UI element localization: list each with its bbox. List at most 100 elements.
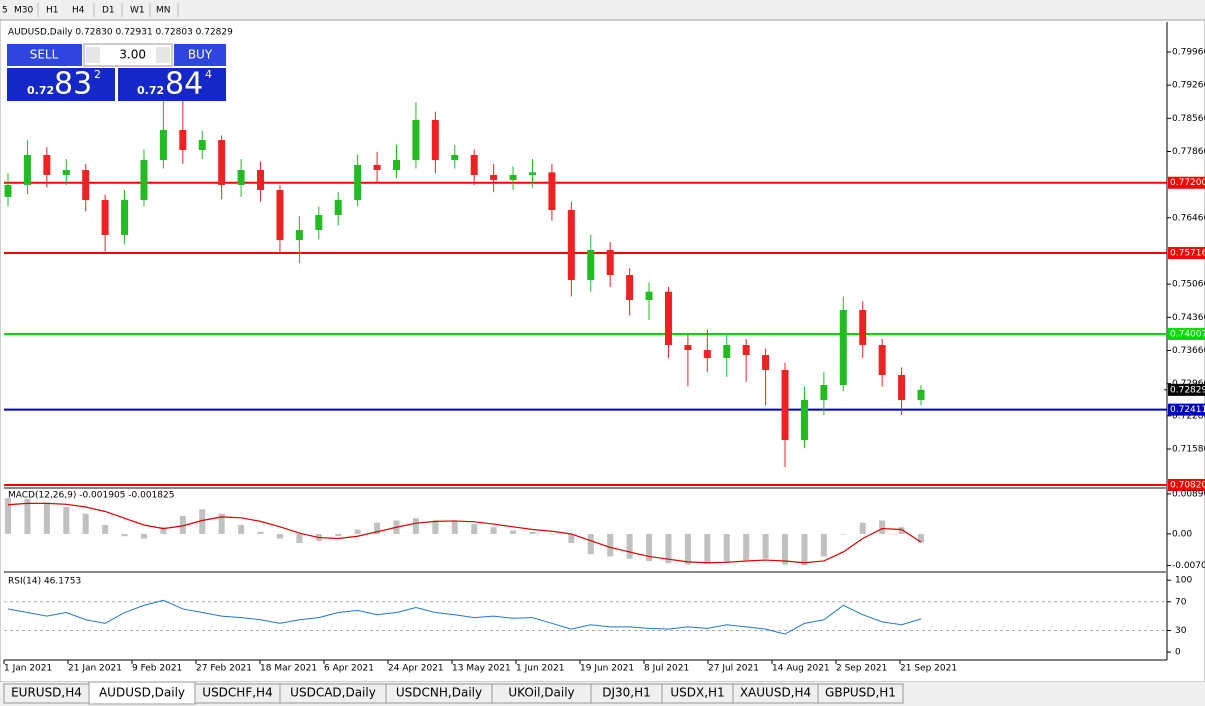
level-label-box	[1168, 247, 1205, 260]
candle-body	[276, 189, 284, 240]
macd-bar	[607, 533, 614, 557]
x-tick-label: 21 Jan 2021	[68, 664, 122, 674]
symbol-tab-label: XAUUSD,H4	[740, 686, 811, 700]
x-tick-label: 1 Jan 2021	[4, 664, 52, 674]
candle-body	[218, 140, 226, 185]
candle-body	[820, 384, 828, 401]
x-tick-label: 27 Feb 2021	[196, 664, 252, 674]
rsi-title: RSI(14) 46.1753	[8, 577, 81, 587]
chart-window	[0, 19, 1205, 683]
candle-body	[101, 199, 109, 236]
candle-body	[354, 164, 362, 200]
buy-button[interactable]	[174, 44, 226, 66]
lots-field[interactable]	[83, 43, 173, 67]
candle-body	[626, 274, 634, 301]
macd-bar	[5, 497, 11, 534]
macd-bar	[548, 533, 555, 535]
macd-bar	[820, 533, 827, 557]
macd-bar	[43, 502, 50, 534]
lots-up[interactable]	[156, 47, 170, 63]
timeframe-button[interactable]: D1	[102, 6, 115, 16]
symbol-tab-label: USDCAD,Daily	[290, 686, 376, 700]
macd-title: MACD(12,26,9) -0.001905 -0.001825	[8, 491, 174, 501]
macd-bar	[490, 527, 497, 534]
macd-bar	[898, 527, 905, 534]
ask-box[interactable]	[118, 68, 226, 101]
ask-small: 4	[205, 68, 212, 81]
candle-body	[140, 160, 148, 200]
candle-body	[606, 249, 614, 275]
lots-down[interactable]	[86, 47, 100, 63]
macd-bar	[704, 533, 711, 564]
candle-body	[412, 119, 420, 161]
y-tick-label: 100	[1175, 576, 1192, 586]
macd-bar	[918, 533, 924, 543]
macd-bar	[257, 531, 264, 534]
macd-bar	[743, 533, 750, 561]
candle-body	[645, 291, 653, 301]
macd-bar	[412, 518, 419, 534]
buy-label: BUY	[188, 48, 213, 62]
level-label-box	[1168, 479, 1205, 492]
candle-body	[548, 172, 556, 210]
macd-bar	[782, 533, 789, 565]
macd-bar	[568, 533, 575, 543]
macd-bar	[626, 533, 633, 559]
candle-body	[528, 172, 536, 175]
bid-box[interactable]	[7, 68, 115, 101]
candle-body	[742, 345, 750, 356]
panel-separator	[4, 487, 1167, 489]
candle-body	[334, 199, 342, 216]
candle-body	[470, 154, 478, 175]
x-tick-label: 1 Jun 2021	[516, 664, 564, 674]
timeframe-button[interactable]: H1	[46, 6, 59, 16]
macd-bar	[801, 533, 808, 566]
candle-body	[393, 160, 401, 171]
candle-body	[509, 174, 517, 180]
timeframe-button[interactable]: H4	[72, 6, 85, 16]
macd-bar	[276, 533, 283, 539]
macd-bar	[374, 522, 381, 534]
sell-button[interactable]	[7, 44, 82, 66]
level-label: 0.70820	[1170, 481, 1205, 491]
timeframe-button[interactable]: M30	[14, 6, 33, 16]
candle-body	[295, 229, 303, 240]
timeframe-button[interactable]: W1	[130, 6, 145, 16]
level-label-box	[1168, 328, 1205, 341]
symbol-tab-label: USDCHF,H4	[202, 686, 272, 700]
symbol-tab[interactable]	[817, 683, 904, 704]
timeframe-button[interactable]: 5	[2, 6, 8, 16]
macd-bar	[82, 513, 89, 534]
macd-bar	[102, 524, 109, 534]
candle-body	[859, 309, 867, 346]
x-tick-label: 14 Aug 2021	[772, 664, 830, 674]
level-label: 0.75716	[1170, 249, 1205, 259]
macd-bar	[510, 530, 517, 534]
candle-body	[781, 369, 789, 440]
candle-body	[898, 374, 906, 401]
macd-bar	[296, 533, 303, 543]
current-price-label: 0.72829	[1170, 385, 1205, 395]
symbol-tab-label: AUDUSD,Daily	[99, 686, 185, 700]
candle-body	[159, 129, 167, 161]
level-label-box	[1168, 403, 1205, 416]
panel-separator	[4, 571, 1167, 573]
macd-bar	[238, 524, 245, 534]
level-label: 0.77200	[1170, 178, 1205, 188]
macd-bar	[432, 520, 439, 534]
y-tick-label: 0.00	[1172, 529, 1192, 539]
timeframe-button[interactable]: MN	[156, 6, 171, 16]
macd-bar	[218, 513, 225, 534]
candle-body	[800, 400, 808, 440]
candle-body	[684, 345, 692, 350]
macd-bar	[840, 533, 847, 535]
candle-body	[917, 389, 925, 401]
macd-bar	[121, 533, 128, 537]
candle-body	[198, 140, 206, 151]
x-tick-label: 18 Mar 2021	[260, 664, 317, 674]
